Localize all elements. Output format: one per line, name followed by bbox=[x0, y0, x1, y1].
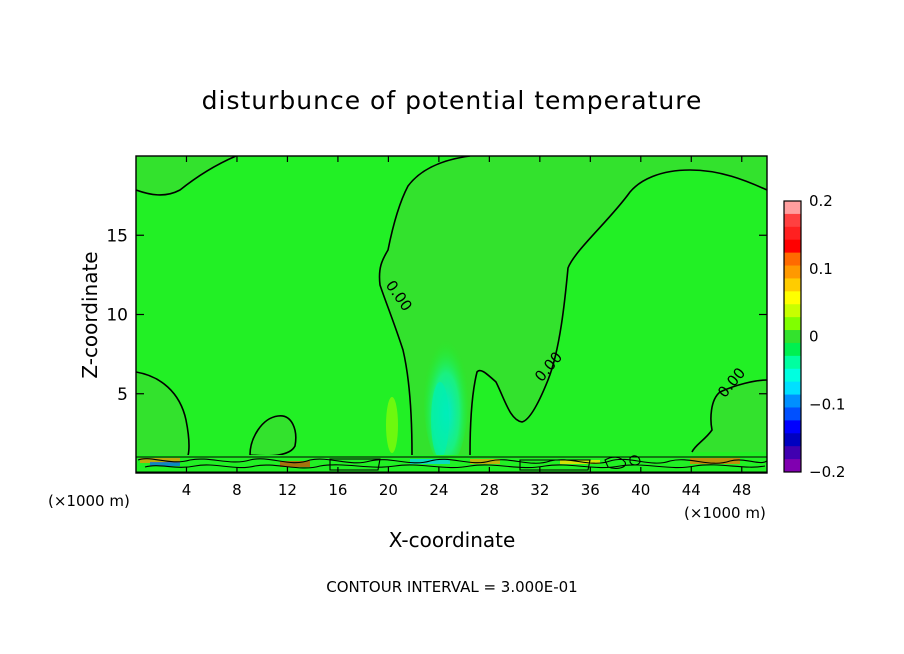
x-tick-label: 16 bbox=[328, 481, 347, 499]
x-tick-label: 24 bbox=[429, 481, 448, 499]
colorbar-swatch bbox=[784, 446, 801, 460]
colorbar-swatch bbox=[784, 265, 801, 279]
x-axis-ticks: 4 8 12 16 20 24 28 32 36 40 44 48 bbox=[182, 156, 751, 499]
colorbar-tick-label: −0.1 bbox=[809, 395, 845, 413]
colorbar-swatch bbox=[784, 368, 801, 383]
warm-streak bbox=[386, 397, 398, 453]
colorbar-tick-label: −0.2 bbox=[809, 463, 845, 481]
contour-left bbox=[136, 371, 190, 461]
y-axis-ticks: 5 10 15 bbox=[106, 226, 767, 405]
x-tick-label: 36 bbox=[581, 481, 600, 499]
colorbar-swatch bbox=[784, 317, 801, 331]
x-tick-label: 20 bbox=[379, 481, 398, 499]
colorbar-frame bbox=[783, 200, 802, 473]
colorbar-swatch bbox=[784, 304, 801, 318]
colorbar-tick-label: 0 bbox=[809, 328, 819, 346]
x-tick-label: 8 bbox=[232, 481, 242, 499]
colorbar-swatch bbox=[784, 420, 801, 434]
colorbar-swatch bbox=[784, 342, 801, 357]
x-axis-label: X-coordinate bbox=[388, 528, 516, 552]
colorbar-swatch bbox=[784, 394, 801, 408]
contour-central bbox=[378, 156, 767, 456]
x-axis-unit-right: (×1000 m) bbox=[684, 504, 766, 522]
x-tick-label: 32 bbox=[530, 481, 549, 499]
colorbar-swatch bbox=[784, 201, 801, 215]
y-tick-label: 10 bbox=[106, 306, 128, 326]
x-tick-label: 44 bbox=[682, 481, 701, 499]
x-tick-label: 4 bbox=[182, 481, 192, 499]
surface-layer bbox=[136, 455, 767, 473]
colorbar-swatch bbox=[784, 291, 801, 305]
colorbar-swatch bbox=[784, 213, 801, 228]
colorbar-swatch bbox=[784, 407, 801, 421]
cold-core-inner bbox=[431, 382, 449, 458]
warm-region-right bbox=[692, 380, 767, 452]
colorbar-swatch bbox=[784, 433, 801, 447]
y-tick-label: 15 bbox=[106, 226, 128, 246]
y-tick-label: 5 bbox=[117, 385, 128, 405]
warm-region-top-left bbox=[136, 156, 236, 195]
colorbar-tick-label: 0.1 bbox=[809, 260, 833, 278]
colorbar-swatch bbox=[784, 381, 801, 396]
warm-region-left bbox=[136, 372, 189, 460]
x-axis-unit-left: (×1000 m) bbox=[48, 492, 130, 510]
colorbar-tick-label: 0.2 bbox=[809, 192, 833, 210]
colorbar-swatch bbox=[784, 239, 801, 254]
x-tick-label: 40 bbox=[631, 481, 650, 499]
colorbar: 0.2 0.1 0 −0.1 −0.2 bbox=[783, 192, 845, 481]
plot-area bbox=[136, 156, 767, 473]
x-tick-label: 28 bbox=[480, 481, 499, 499]
colorbar-swatch bbox=[784, 252, 801, 267]
colorbar-swatch bbox=[784, 355, 801, 370]
contour-interval-note: CONTOUR INTERVAL = 3.000E-01 bbox=[326, 578, 578, 596]
chart-title: disturbunce of potential temperature bbox=[201, 86, 703, 115]
contour-top-left bbox=[136, 156, 237, 196]
warm-region-top-right bbox=[379, 156, 767, 455]
x-tick-label: 12 bbox=[278, 481, 297, 499]
colorbar-swatch bbox=[784, 459, 801, 473]
colorbar-swatch bbox=[784, 330, 801, 344]
x-tick-label: 48 bbox=[732, 481, 751, 499]
contour-right bbox=[691, 379, 767, 453]
colorbar-swatch bbox=[784, 226, 801, 241]
colorbar-swatch bbox=[784, 278, 801, 292]
